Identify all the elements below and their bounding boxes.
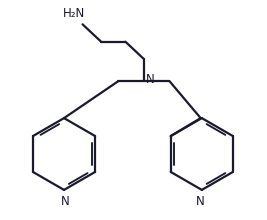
Text: N: N [146, 73, 155, 86]
Text: N: N [196, 195, 205, 208]
Text: H₂N: H₂N [63, 7, 85, 20]
Text: N: N [61, 195, 70, 208]
